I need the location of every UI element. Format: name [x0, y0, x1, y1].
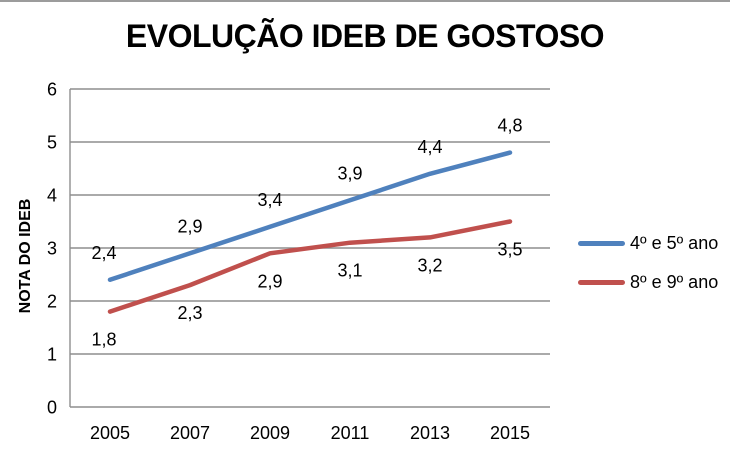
data-label: 2,4: [91, 243, 116, 263]
data-label: 3,1: [337, 261, 362, 281]
legend-item-1: 8º e 9º ano: [578, 271, 718, 293]
legend: 4º e 5º ano 8º e 9º ano: [578, 232, 718, 293]
legend-label: 8º e 9º ano: [630, 271, 719, 292]
legend-swatch: [578, 279, 625, 285]
data-label: 2,9: [257, 271, 282, 291]
legend-swatch: [578, 240, 625, 246]
data-label: 4,4: [417, 137, 442, 157]
data-label: 3,9: [337, 163, 362, 183]
series-line-1: [107, 219, 513, 314]
x-tick-label: 2011: [331, 423, 370, 443]
data-label: 2,9: [177, 216, 202, 236]
y-tick-label: 5: [47, 133, 57, 153]
data-label: 2,3: [177, 303, 202, 323]
y-tick-label: 2: [47, 292, 57, 312]
x-tick-label: 2013: [410, 423, 450, 443]
legend-item-0: 4º e 5º ano: [578, 232, 718, 254]
x-tick-label: 2007: [170, 423, 210, 443]
y-tick-label: 0: [47, 398, 57, 418]
y-tick-label: 1: [47, 345, 57, 365]
y-tick-label: 6: [47, 80, 57, 100]
data-label: 4,8: [497, 116, 522, 136]
data-label: 3,2: [417, 255, 442, 275]
chart-title: EVOLUÇÃO IDEB DE GOSTOSO: [125, 18, 605, 54]
series-line-0: [107, 150, 513, 283]
window-top-border: [0, 0, 730, 2]
x-tick-label: 2015: [490, 423, 530, 443]
data-label: 1,8: [91, 330, 116, 350]
legend-label: 4º e 5º ano: [630, 232, 719, 253]
data-label: 3,5: [497, 240, 522, 260]
x-tick-label: 2009: [250, 423, 290, 443]
y-tick-label: 3: [47, 239, 57, 259]
y-tick-label: 4: [47, 186, 57, 206]
data-label: 3,4: [257, 190, 282, 210]
x-tick-label: 2005: [90, 423, 130, 443]
